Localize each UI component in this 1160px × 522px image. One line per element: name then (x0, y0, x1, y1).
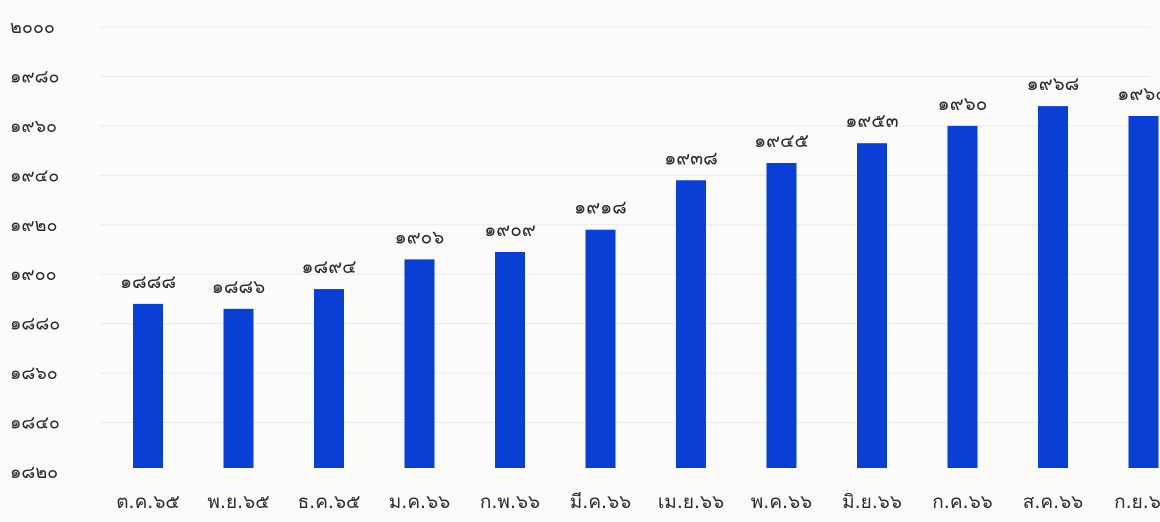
data-label: ๑๙๕๓ (845, 110, 898, 132)
bar (585, 229, 616, 468)
x-tick-label: ต.ค.๖๕ (116, 491, 180, 513)
y-tick-label: ๒๐๐๐ (10, 17, 55, 38)
x-tick-label: ส.ค.๖๖ (1023, 491, 1084, 513)
y-tick-label: ๑๘๒๐ (10, 462, 58, 483)
x-tick-label: ม.ค.๖๖ (389, 491, 450, 513)
x-tick-label: ธ.ค.๖๕ (298, 491, 361, 513)
bar (1038, 106, 1068, 468)
y-tick-label: ๑๘๖๐ (10, 363, 58, 384)
x-tick-label: มิ.ย.๖๖ (842, 491, 902, 513)
bar (1128, 116, 1159, 468)
x-tick-label: มี.ค.๖๖ (570, 491, 631, 513)
y-tick-label: ๑๙๐๐ (10, 264, 57, 285)
bar (404, 259, 435, 468)
data-label: ๑๙๔๕ (754, 130, 809, 152)
bar (857, 143, 887, 468)
x-tick-label: ก.ย.๖๖ (1114, 491, 1160, 513)
y-tick-label: ๑๙๖๐ (10, 116, 57, 137)
y-tick-label: ๑๘๔๐ (10, 413, 60, 434)
data-label: ๑๙๐๙ (484, 219, 536, 241)
data-label: ๑๘๙๔ (301, 256, 356, 278)
bar (676, 180, 706, 468)
x-tick-label: พ.ค.๖๖ (751, 491, 812, 513)
x-tick-label: ก.ค.๖๖ (932, 491, 992, 513)
data-label: ๑๘๘๘ (120, 271, 176, 293)
bar (314, 289, 344, 468)
y-tick-label: ๑๙๘๐ (10, 66, 59, 87)
data-label: ๑๙๖๐ (938, 93, 988, 115)
bar (133, 303, 163, 468)
x-tick-label: เม.ย.๖๖ (658, 491, 724, 513)
bar (223, 308, 254, 468)
data-label: ๑๙๖๘ (1027, 73, 1080, 95)
x-tick-label: ก.พ.๖๖ (480, 491, 540, 513)
y-tick-label: ๑๘๘๐ (10, 314, 60, 335)
data-label: ๑๘๘๖ (212, 276, 265, 298)
bar (766, 162, 797, 468)
bar (947, 125, 978, 468)
data-label: ๑๙๑๘ (574, 197, 627, 219)
data-label: ๑๙๐๖ (395, 226, 445, 248)
x-tick-label: พ.ย.๖๕ (207, 491, 269, 513)
data-label: ๑๙๓๘ (664, 147, 718, 169)
data-label: ๑๙๖๔ (1117, 83, 1160, 105)
bar (495, 251, 525, 468)
y-tick-label: ๑๙๔๐ (10, 165, 59, 186)
y-tick-label: ๑๙๒๐ (10, 215, 57, 236)
